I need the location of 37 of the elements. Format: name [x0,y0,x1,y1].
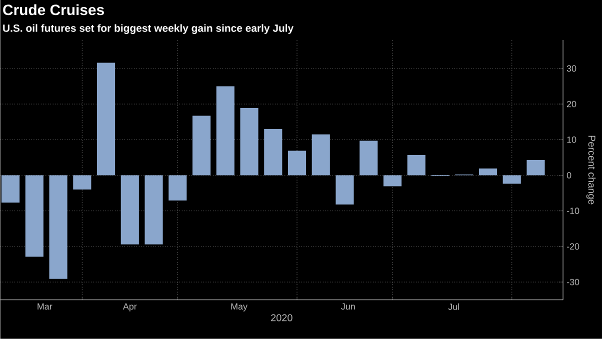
x-tick-label: Mar [38,303,52,310]
bar [73,175,92,190]
x-tick-label: Apr [122,303,137,312]
x-tick-label: Jun [341,303,355,310]
bar [96,62,116,176]
y-tick-label: -10 [566,208,580,214]
y-tick-label: 10 [567,136,576,143]
bar [144,175,163,244]
bar [288,150,306,176]
bar [120,175,139,244]
y-axis-title: Percent change [586,136,596,204]
chart-subtitle: U.S. oil futures set for biggest weekly gain since early July [3,24,294,34]
bar [383,175,402,186]
bar [502,175,521,184]
chart-title: Crude Cruises [3,4,104,16]
bar [360,140,378,176]
x-axis-title: 2020 [271,314,292,322]
y-tick-label: 20 [567,100,576,108]
bar [336,175,354,205]
bar [168,175,187,201]
bar [478,168,498,176]
x-tick-label: Jul [448,303,460,310]
bar [264,129,282,176]
bar [216,86,234,176]
y-tick-label: -30 [566,278,580,286]
x-tick-label: May [231,303,248,312]
bar [240,108,258,176]
y-tick-label: -20 [566,243,580,250]
bar [2,175,20,203]
bar [192,116,211,176]
bar [407,155,426,176]
bar [25,175,44,257]
y-tick-label: 30 [566,65,576,72]
bar [312,134,330,176]
bar [526,160,545,176]
y-tick-label: 0 [566,172,572,179]
bar [49,175,68,279]
